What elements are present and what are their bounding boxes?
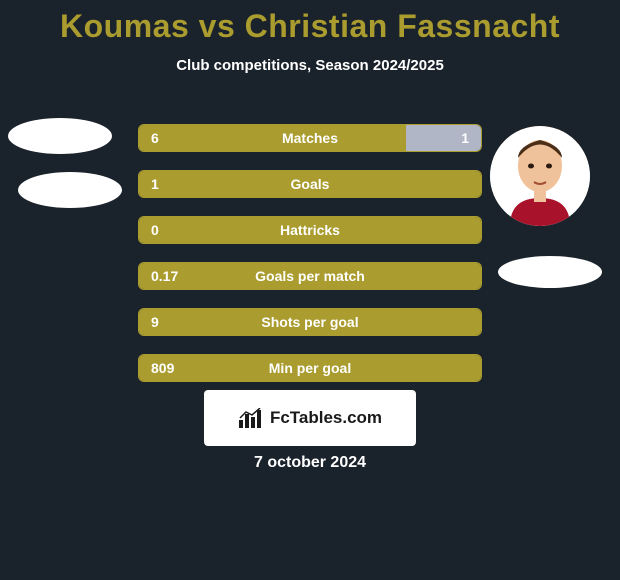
infographic-date: 7 october 2024 <box>0 454 620 472</box>
stat-row: 9Shots per goal <box>138 308 482 336</box>
player-left-avatar-placeholder <box>8 118 112 154</box>
stat-bar-left-fill <box>139 217 481 243</box>
stat-row: 0.17Goals per match <box>138 262 482 290</box>
branding-badge: FcTables.com <box>204 390 416 446</box>
stat-row: 1Goals <box>138 170 482 198</box>
stat-bar-left-fill <box>139 263 481 289</box>
stat-row: 809Min per goal <box>138 354 482 382</box>
stat-bar-left-fill <box>139 355 481 381</box>
stat-row: 0Hattricks <box>138 216 482 244</box>
branding-text: FcTables.com <box>270 408 382 428</box>
stat-bar-right-fill <box>406 125 481 151</box>
page-subtitle: Club competitions, Season 2024/2025 <box>0 57 620 74</box>
avatar-icon <box>490 126 590 226</box>
fctables-logo-icon <box>238 408 264 428</box>
comparison-infographic: Koumas vs Christian Fassnacht Club compe… <box>0 0 620 580</box>
page-title: Koumas vs Christian Fassnacht <box>0 0 620 45</box>
player-right-name-placeholder <box>498 256 602 288</box>
stat-bar-left-fill <box>139 171 481 197</box>
player-left-name-placeholder <box>18 172 122 208</box>
stat-row: 6Matches1 <box>138 124 482 152</box>
stat-bars: 6Matches1 1Goals 0Hattricks 0.17Goals per m… <box>138 124 482 400</box>
stat-bar-left-fill <box>139 309 481 335</box>
player-right-avatar <box>490 126 590 226</box>
stat-bar-left-fill <box>139 125 406 151</box>
